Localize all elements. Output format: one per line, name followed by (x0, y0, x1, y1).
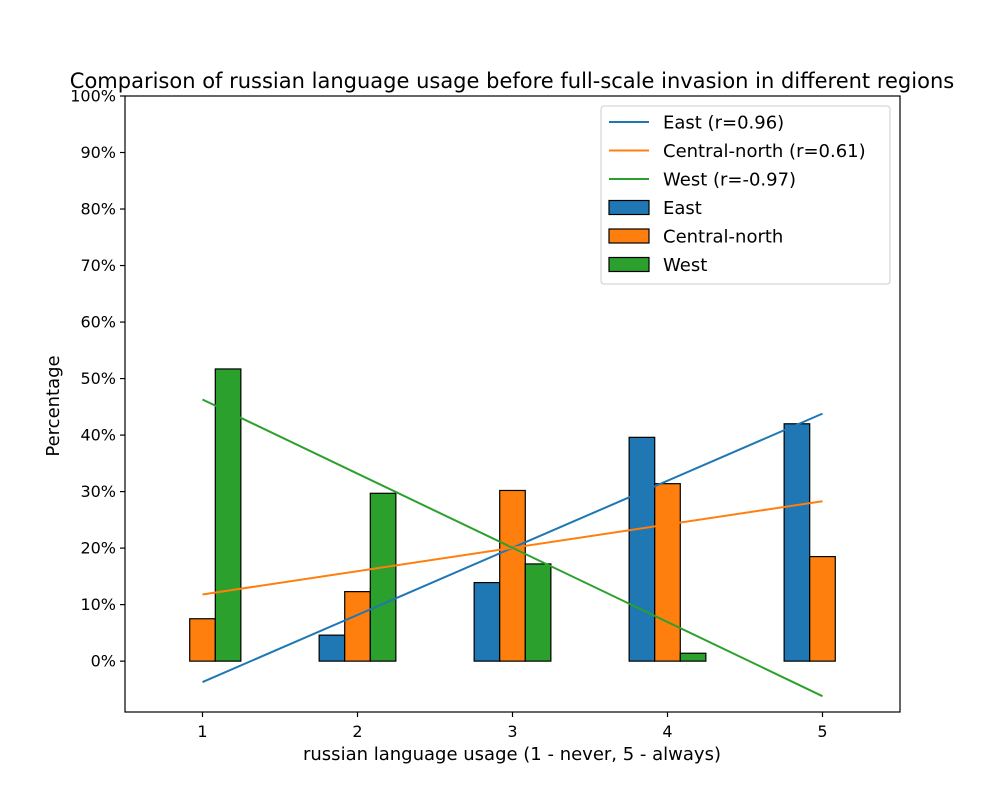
x-tick-label: 1 (197, 722, 207, 741)
x-tick-label: 2 (352, 722, 362, 741)
plot-area: 0% 10% 20% 30% 40% 50% 60% 70% 80% 90% 100% 1 2 3 4 5 (70, 87, 901, 741)
bar-west-4 (679, 652, 707, 662)
legend-label: East (663, 198, 702, 219)
y-tick-label: 40% (80, 426, 116, 445)
y-tick-label: 50% (80, 369, 116, 388)
legend-label: West (r=-0.97) (663, 170, 796, 191)
y-tick-label: 100% (70, 87, 116, 106)
bar-west-3 (524, 563, 552, 662)
bar-east-5 (783, 423, 811, 662)
legend-bar-swatch (608, 199, 650, 216)
bar-central-north-1 (189, 618, 216, 662)
bar-west-1 (214, 368, 242, 662)
trend-line-west (202, 398, 823, 698)
x-tick-label: 3 (507, 722, 517, 741)
legend-frame (600, 105, 891, 285)
y-tick-label: 70% (80, 256, 116, 275)
y-tick-label: 20% (80, 539, 116, 558)
legend-bar-swatch (608, 228, 650, 244)
y-tick-label: 0% (91, 652, 116, 671)
y-tick-label: 60% (80, 313, 116, 332)
y-tick-label: 30% (80, 482, 116, 501)
y-tick-label: 90% (80, 143, 116, 162)
legend-bar-swatch (608, 256, 650, 273)
legend-label: West (663, 255, 707, 276)
y-tick-label: 80% (80, 200, 116, 219)
x-tick-label: 5 (817, 722, 827, 741)
chart-title: Comparison of russian language usage bef… (70, 69, 954, 93)
bar-east-2 (318, 634, 346, 662)
legend-label: Central-north (r=0.61) (663, 141, 866, 162)
legend: East (r=0.96) Central-north (r=0.61) West … (600, 105, 891, 285)
x-tick-label: 4 (662, 722, 672, 741)
bar-central-north-2 (344, 591, 371, 662)
bar-central-north-5 (809, 555, 836, 662)
bar-east-3 (473, 581, 501, 662)
x-axis-label: russian language usage (1 - never, 5 - a… (303, 744, 721, 765)
bar-east-4 (628, 436, 656, 662)
legend-label: East (r=0.96) (663, 113, 784, 134)
bar-central-north-4 (654, 483, 681, 662)
y-axis-label: Percentage (43, 355, 64, 456)
legend-label: Central-north (663, 227, 783, 248)
y-tick-label: 10% (80, 595, 116, 614)
bar-central-north-3 (499, 489, 526, 662)
bar-west-2 (369, 492, 397, 662)
